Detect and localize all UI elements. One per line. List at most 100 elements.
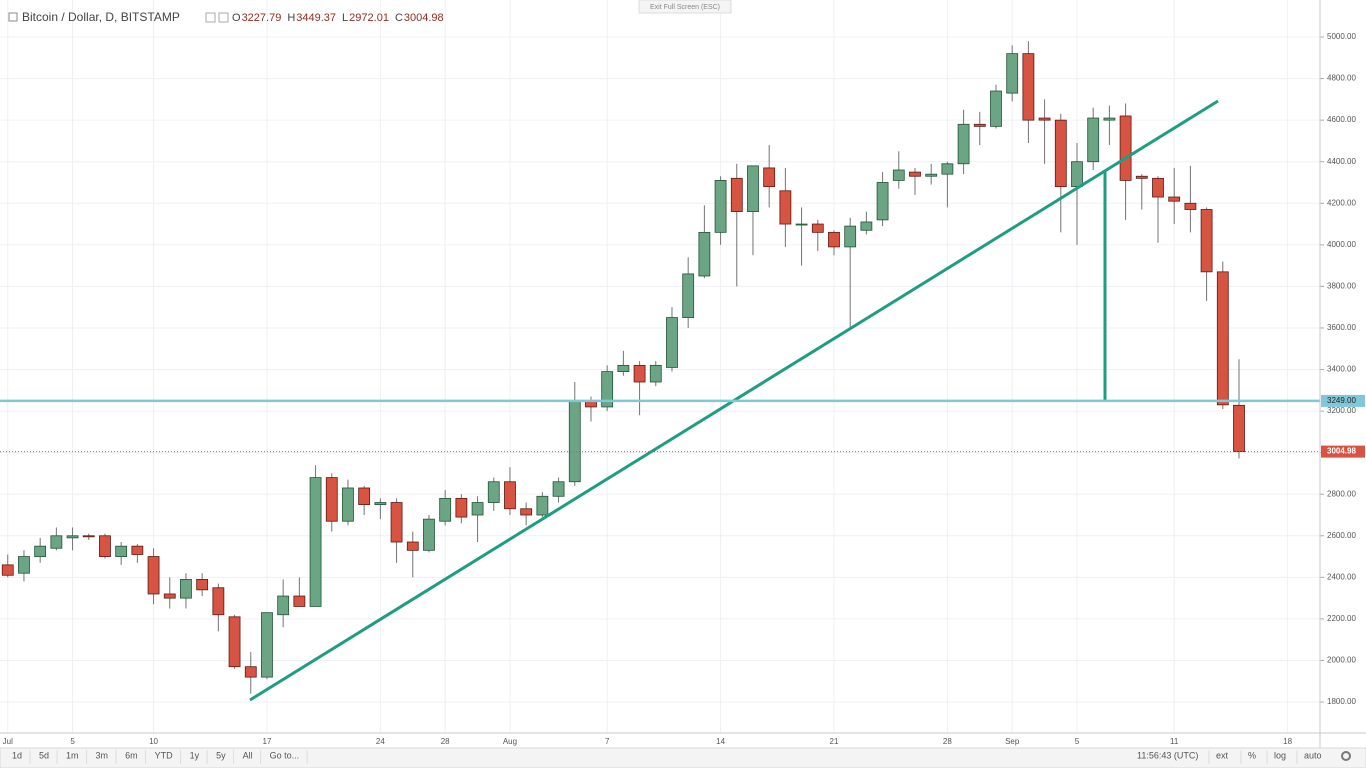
candle-body — [973, 123, 986, 127]
candle-body — [876, 182, 889, 221]
candle-body — [1054, 119, 1067, 188]
candle-body — [115, 545, 128, 557]
y-tick-label: 4000.00 — [1327, 240, 1356, 249]
range-button[interactable]: 1y — [190, 750, 200, 760]
candle-body — [536, 495, 549, 516]
candles — [1, 41, 1245, 694]
candle-body — [1152, 177, 1164, 198]
candle-body — [228, 616, 241, 668]
candle-body — [1233, 404, 1245, 453]
range-button[interactable]: 1d — [12, 750, 22, 760]
range-button[interactable]: 5d — [39, 750, 49, 760]
candle-body — [325, 477, 338, 522]
candle-body — [1103, 117, 1116, 121]
option-button[interactable]: % — [1248, 750, 1256, 760]
x-tick-label: Jul — [3, 737, 13, 746]
x-tick-label: 14 — [716, 737, 725, 746]
candle-body — [99, 535, 111, 557]
last-price-label: 3004.98 — [1327, 447, 1356, 456]
option-button[interactable]: ext — [1216, 750, 1229, 760]
candle-body — [66, 535, 79, 539]
y-tick-label: 2600.00 — [1327, 531, 1356, 540]
candle-body — [568, 400, 581, 483]
y-tick-label: 3400.00 — [1327, 365, 1356, 374]
candle-body — [795, 223, 808, 226]
candle-body — [552, 481, 565, 497]
range-button[interactable]: All — [243, 750, 253, 760]
candle-body — [1200, 209, 1213, 273]
candle-body — [649, 364, 662, 383]
candle-body — [309, 477, 322, 607]
y-tick-label: 4800.00 — [1327, 74, 1356, 83]
ohlc-value: 3227.79 — [242, 12, 282, 24]
candle-body — [1168, 196, 1181, 202]
candle-body — [342, 487, 354, 522]
candle-body — [358, 487, 371, 506]
candle-body — [1006, 53, 1019, 94]
y-tick-label: 2200.00 — [1327, 614, 1356, 623]
symbol-title: Bitcoin / Dollar, D, BITSTAMP — [22, 10, 180, 24]
candle-body — [925, 173, 938, 177]
candle-body — [957, 123, 970, 165]
grid: 1800.00 2000.00 2200.00 2400.00 2600.00 2800.… — [0, 0, 1356, 746]
x-tick-label: 10 — [149, 737, 158, 746]
x-tick-label: 18 — [1283, 737, 1292, 746]
hline-price-box — [1321, 394, 1365, 407]
candle-body — [147, 556, 160, 595]
candle-body — [828, 231, 840, 248]
candle-body — [990, 90, 1002, 127]
exit-fullscreen-label[interactable]: Exit Full Screen (ESC) — [650, 4, 720, 11]
candle-body — [1216, 271, 1229, 406]
range-button[interactable]: 5y — [216, 750, 226, 760]
candle-body — [520, 508, 533, 516]
candle-body — [1184, 202, 1197, 210]
option-button[interactable]: auto — [1304, 750, 1322, 760]
ohlc-letter: L — [342, 12, 348, 24]
x-tick-label: 11 — [1170, 737, 1179, 746]
settings-gear[interactable] — [1341, 751, 1351, 761]
y-tick-label: 3800.00 — [1327, 282, 1356, 291]
settings-icon[interactable] — [205, 12, 216, 23]
collapse-icon[interactable] — [8, 12, 18, 22]
candle-body — [18, 556, 30, 574]
x-tick-label: 24 — [376, 737, 385, 746]
last-price-box — [1321, 445, 1365, 458]
range-button[interactable]: 6m — [125, 750, 138, 760]
candle-body — [1, 564, 14, 576]
range-button[interactable]: 1m — [66, 750, 79, 760]
toolbar: 1d 5d 1m 3m 6m YTD 1y 5y All Go to... 11:56:43 (UT… — [12, 750, 1351, 764]
x-tick-label: 17 — [263, 737, 272, 746]
candle-body — [423, 518, 435, 551]
candle-body — [471, 502, 484, 516]
candle-body — [1038, 117, 1051, 121]
ohlc-value: 3449.37 — [296, 12, 336, 24]
candle-body — [1087, 117, 1100, 163]
x-tick-label: Aug — [503, 737, 517, 746]
candle-body — [455, 497, 468, 518]
ohlc-letter: H — [287, 12, 295, 24]
range-button[interactable]: YTD — [155, 750, 174, 760]
candle-body — [163, 593, 176, 599]
candle-body — [374, 502, 387, 506]
candle-body — [763, 167, 776, 188]
candle-body — [196, 579, 209, 591]
candle-body — [277, 595, 290, 616]
candle-body — [293, 595, 306, 607]
x-tick-label: 28 — [943, 737, 952, 746]
candle-body — [180, 579, 192, 599]
candle-body — [390, 502, 403, 543]
ohlc-readout: O 3227.79 H 3449.37 L 2972.01 C 3004.98 — [232, 12, 444, 24]
close-icon[interactable] — [218, 12, 229, 23]
ohlc-letter: O — [232, 12, 241, 24]
y-tick-label: 2800.00 — [1327, 489, 1356, 498]
clock: 11:56:43 (UTC) — [1137, 750, 1198, 760]
y-tick-label: 2400.00 — [1327, 572, 1356, 581]
hline-price-label: 3249.00 — [1327, 396, 1356, 405]
option-button[interactable]: log — [1274, 750, 1286, 760]
range-button[interactable]: Go to... — [270, 750, 300, 760]
candle-body — [941, 163, 954, 175]
candle-body — [892, 169, 905, 181]
range-button[interactable]: 3m — [96, 750, 109, 760]
exit-fullscreen-button[interactable] — [638, 0, 732, 14]
